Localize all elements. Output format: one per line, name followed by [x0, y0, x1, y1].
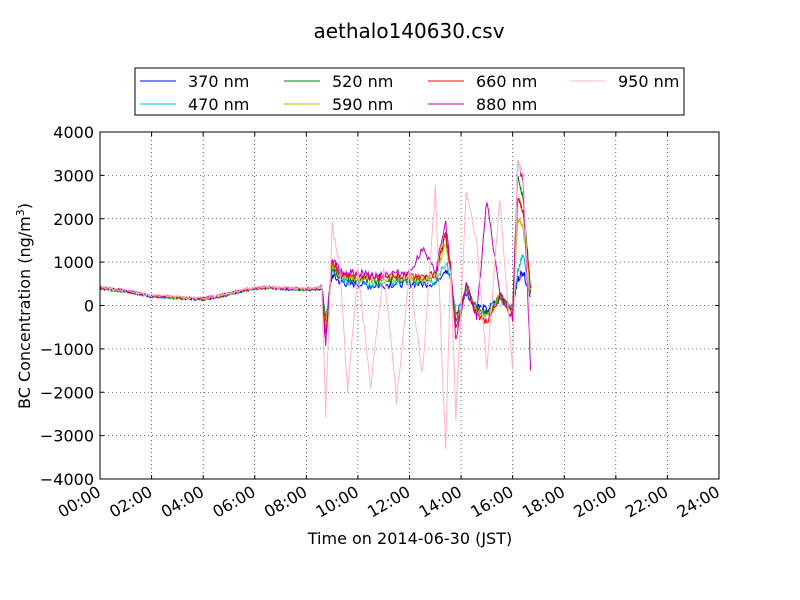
plot-frame — [99, 131, 720, 480]
plot-area — [99, 131, 720, 480]
plot-background — [100, 132, 719, 479]
y-tick-label: −3000 — [40, 427, 94, 446]
y-axis-label-superscript: 3 — [14, 209, 27, 216]
series-group — [100, 159, 532, 450]
legend: 370 nm 470 nm 520 nm 590 nm 660 nm 880 nm 950 … — [134, 67, 685, 116]
y-axis-label: BC Concentration (ng/m3) — [14, 203, 34, 409]
y-tick-label: 1000 — [53, 253, 94, 272]
y-tick-labels: 4000 3000 2000 1000 0 −1000 −2000 −3000 −4000 — [40, 123, 94, 489]
y-axis-label-close: ) — [15, 203, 34, 209]
legend-label: 370 nm — [188, 72, 249, 91]
legend-box — [134, 67, 685, 116]
y-tick-label: 2000 — [53, 210, 94, 229]
y-axis-label-main: BC Concentration (ng/m — [15, 216, 34, 409]
y-tick-label: 0 — [84, 297, 94, 316]
y-tick-label: −4000 — [40, 470, 94, 489]
x-axis-label: Time on 2014-06-30 (JST) — [307, 529, 512, 548]
legend-label: 880 nm — [476, 95, 537, 114]
series-line-950-nm — [100, 159, 532, 450]
y-tick-label: 4000 — [53, 123, 94, 142]
y-tick-label: 3000 — [53, 166, 94, 185]
legend-label: 660 nm — [476, 72, 537, 91]
chart-title: aethalo140630.csv — [313, 19, 504, 43]
legend-label: 520 nm — [332, 72, 393, 91]
y-tick-label: −1000 — [40, 340, 94, 359]
legend-label: 950 nm — [618, 72, 679, 91]
legend-label: 590 nm — [332, 95, 393, 114]
y-tick-label: −2000 — [40, 383, 94, 402]
series-line-880-nm — [100, 160, 532, 371]
legend-label: 470 nm — [188, 95, 249, 114]
